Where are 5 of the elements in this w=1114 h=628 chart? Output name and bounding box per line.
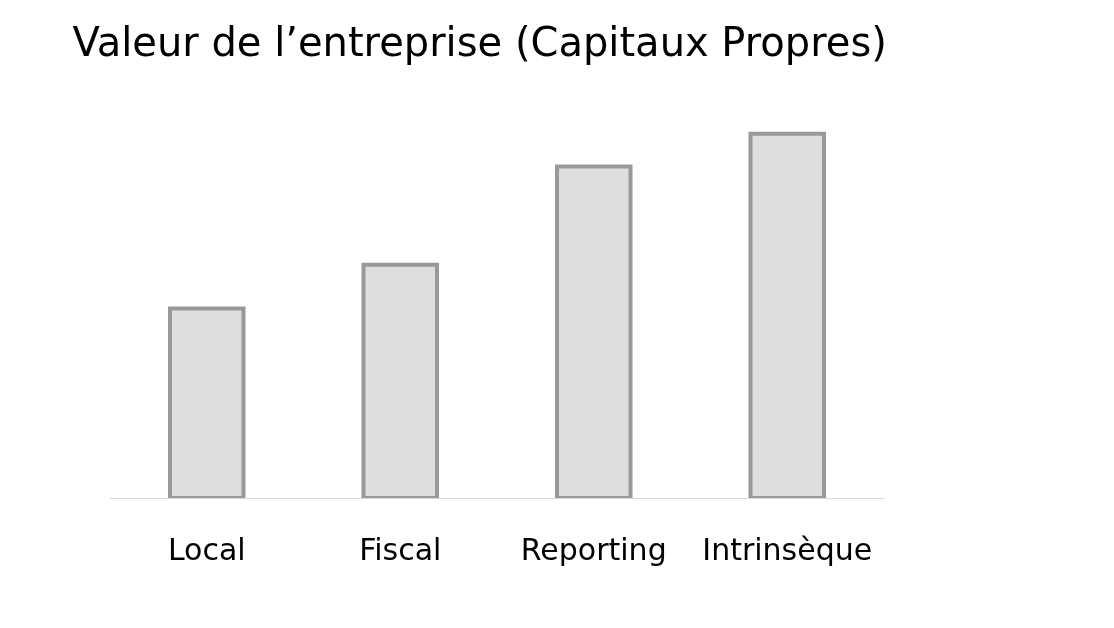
x-tick-label: Reporting [520, 532, 667, 567]
x-tick-label: Fiscal [359, 532, 442, 567]
x-tick-label: Local [167, 532, 246, 567]
chart-title: Valeur de l’entreprise (Capitaux Propres) [72, 19, 887, 66]
x-tick-label: Intrinsèque [702, 532, 873, 567]
